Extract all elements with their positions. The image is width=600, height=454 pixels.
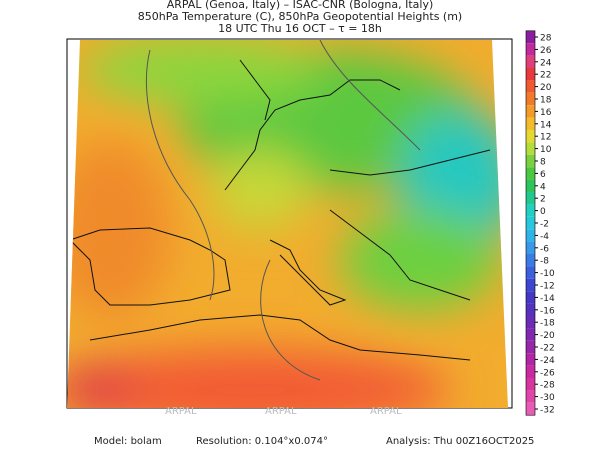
colorbar-swatch bbox=[526, 204, 535, 217]
colorbar-label: 12 bbox=[540, 133, 551, 143]
footer-analysis: Analysis: Thu 00Z16OCT2025 bbox=[386, 436, 534, 447]
colorbar-swatch bbox=[526, 43, 535, 56]
colorbar-swatch bbox=[526, 30, 535, 44]
colorbar-label: -20 bbox=[540, 331, 555, 341]
colorbar-swatch bbox=[526, 154, 535, 168]
colorbar-swatch bbox=[526, 353, 535, 366]
colorbar-swatch bbox=[526, 303, 535, 316]
watermark: ARPAL bbox=[265, 406, 297, 417]
colorbar-label: 18 bbox=[540, 96, 552, 106]
colorbar-label: 2 bbox=[540, 195, 546, 205]
colorbar-label: -28 bbox=[540, 381, 555, 391]
colorbar-label: -22 bbox=[540, 344, 555, 354]
header-line: 850hPa Temperature (C), 850hPa Geopotent… bbox=[138, 10, 462, 23]
colorbar-label: 0 bbox=[540, 207, 546, 217]
colorbar-label: -2 bbox=[540, 220, 549, 230]
colorbar-label: -16 bbox=[540, 306, 555, 316]
colorbar-swatch bbox=[526, 229, 535, 242]
colorbar-swatch bbox=[526, 167, 535, 180]
footer-resolution: Resolution: 0.104°x0.074° bbox=[196, 436, 328, 447]
header-line: 18 UTC Thu 16 OCT – τ = 18h bbox=[218, 22, 382, 35]
colorbar-label: 14 bbox=[540, 120, 552, 130]
colorbar-label: -10 bbox=[540, 269, 555, 279]
colorbar-swatch bbox=[526, 80, 535, 93]
colorbar-swatch bbox=[526, 266, 535, 279]
colorbar-label: -32 bbox=[540, 406, 555, 416]
colorbar-swatch bbox=[526, 291, 535, 304]
watermark: ARPAL bbox=[165, 406, 197, 417]
colorbar-swatch bbox=[526, 55, 535, 68]
header-line: ARPAL (Genoa, Italy) – ISAC-CNR (Bologna… bbox=[167, 0, 434, 11]
colorbar-swatch bbox=[526, 179, 535, 192]
colorbar-label: 26 bbox=[540, 46, 552, 56]
watermark: ARPAL bbox=[370, 406, 402, 417]
colorbar-label: -26 bbox=[540, 368, 555, 378]
colorbar: 2826242220181614121086420-2-4-6-8-10-12-… bbox=[525, 30, 555, 416]
colorbar-label: 28 bbox=[540, 34, 552, 44]
colorbar-label: 6 bbox=[540, 170, 546, 180]
colorbar-label: -14 bbox=[540, 294, 555, 304]
colorbar-swatch bbox=[526, 254, 535, 267]
colorbar-swatch bbox=[526, 365, 535, 378]
colorbar-swatch bbox=[526, 340, 535, 354]
colorbar-swatch bbox=[526, 142, 535, 155]
footer-model: Model: bolam bbox=[94, 436, 162, 447]
colorbar-swatch bbox=[526, 402, 535, 416]
colorbar-swatch bbox=[526, 278, 535, 292]
colorbar-swatch bbox=[526, 68, 535, 81]
colorbar-swatch bbox=[526, 378, 535, 391]
colorbar-label: -18 bbox=[540, 319, 555, 329]
colorbar-swatch bbox=[526, 216, 535, 230]
colorbar-label: -4 bbox=[540, 232, 549, 242]
colorbar-swatch bbox=[526, 92, 535, 106]
colorbar-label: 20 bbox=[540, 83, 552, 93]
colorbar-swatch bbox=[526, 328, 535, 341]
colorbar-label: -8 bbox=[540, 257, 549, 267]
colorbar-swatch bbox=[526, 241, 535, 254]
colorbar-swatch bbox=[526, 105, 535, 118]
colorbar-label: 16 bbox=[540, 108, 552, 118]
colorbar-swatch bbox=[526, 130, 535, 143]
colorbar-swatch bbox=[526, 316, 535, 329]
colorbar-label: 8 bbox=[540, 158, 546, 168]
colorbar-label: -6 bbox=[540, 244, 549, 254]
colorbar-frame bbox=[525, 30, 536, 416]
colorbar-swatch bbox=[526, 390, 535, 403]
colorbar-swatch bbox=[526, 117, 535, 130]
colorbar-label: -24 bbox=[540, 356, 555, 366]
temperature-field bbox=[67, 40, 508, 408]
colorbar-label: -30 bbox=[540, 393, 555, 403]
colorbar-label: 10 bbox=[540, 145, 552, 155]
colorbar-label: -12 bbox=[540, 282, 555, 292]
colorbar-swatch bbox=[526, 192, 535, 205]
colorbar-label: 22 bbox=[540, 71, 551, 81]
colorbar-label: 4 bbox=[540, 182, 546, 192]
colorbar-label: 24 bbox=[540, 58, 552, 68]
